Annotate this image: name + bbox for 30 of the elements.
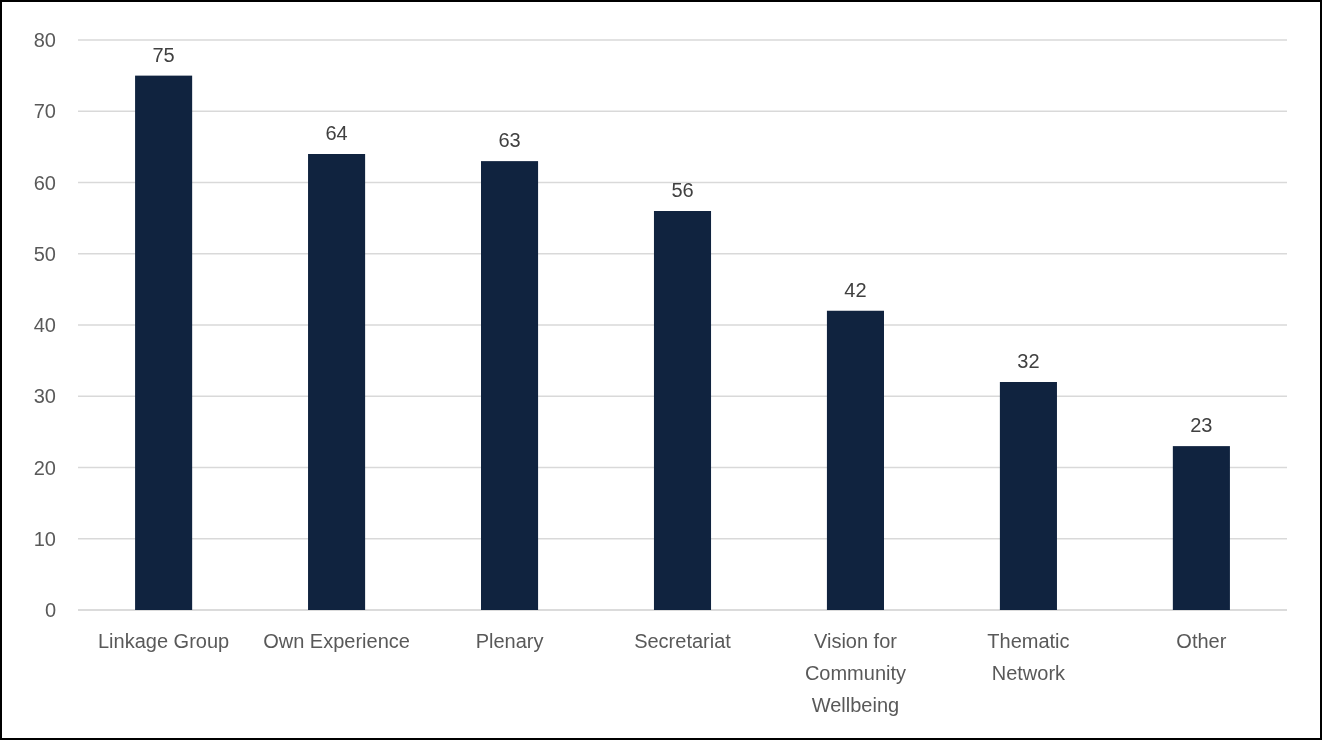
data-label: 56 (671, 179, 694, 201)
data-label: 32 (1017, 350, 1040, 372)
y-tick-label: 60 (33, 171, 56, 194)
bar (481, 161, 539, 610)
bar (135, 75, 193, 610)
data-label: 64 (325, 122, 348, 144)
bar (308, 154, 366, 610)
x-tick-label: Thematic Network (987, 630, 1070, 684)
x-tick-label: Vision for Community Wellbeing (804, 630, 907, 716)
data-label: 75 (152, 43, 175, 66)
bar (653, 211, 712, 610)
bar (1172, 446, 1230, 610)
data-label: 63 (498, 129, 521, 152)
y-tick-label: 20 (33, 456, 56, 479)
y-tick-label: 80 (33, 29, 56, 51)
x-tick-label: Linkage Group (98, 630, 230, 652)
y-tick-label: 30 (33, 385, 56, 408)
y-tick-label: 70 (33, 100, 56, 123)
y-tick-label: 50 (33, 242, 56, 265)
y-tick-label: 40 (33, 314, 56, 336)
bar (826, 310, 884, 610)
x-tick-label: Secretariat (634, 630, 732, 652)
bar (999, 382, 1057, 610)
x-tick-label: Plenary (475, 630, 544, 652)
x-tick-label: Other (1176, 630, 1227, 652)
y-tick-label: 0 (44, 599, 56, 621)
y-tick-label: 10 (33, 527, 56, 550)
data-label: 23 (1190, 414, 1213, 437)
data-label: 42 (844, 278, 867, 301)
x-tick-label: Own Experience (263, 630, 410, 652)
